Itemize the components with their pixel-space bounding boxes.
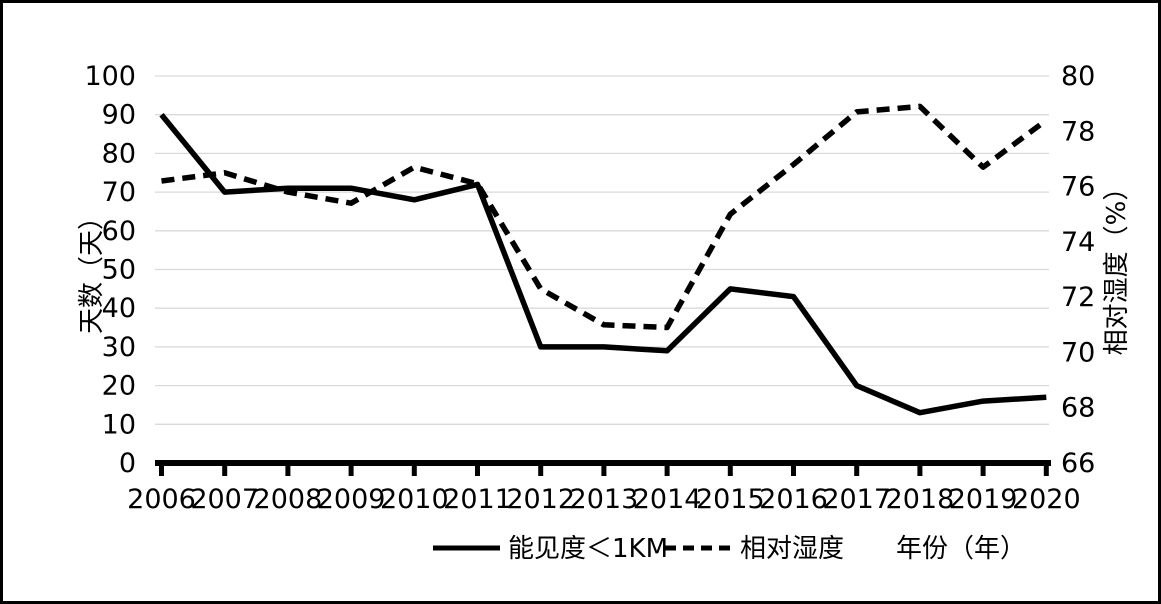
y-left-tick-label: 50	[102, 255, 136, 286]
x-tick-label: 2019	[949, 484, 1018, 515]
legend-label-visibility: 能见度＜1KM	[508, 534, 668, 564]
y-left-tick-label: 90	[102, 100, 136, 131]
x-axis-title: 年份（年）	[896, 534, 1026, 564]
y-right-tick-label: 70	[1061, 337, 1095, 368]
y-right-tick-label: 76	[1061, 172, 1095, 203]
y-left-axis-title: 天数（天）	[77, 204, 107, 334]
x-tick-label: 2011	[443, 484, 512, 515]
y-left-tick-label: 0	[119, 448, 136, 479]
y-left-tick-label: 30	[102, 332, 136, 363]
x-tick-label: 2010	[380, 484, 449, 515]
y-right-tick-label: 78	[1061, 116, 1095, 147]
x-axis	[155, 460, 1051, 476]
y-left-tick-label: 20	[102, 371, 136, 402]
y-right-tick-label: 72	[1061, 282, 1095, 313]
y-right-tick-label: 68	[1061, 393, 1095, 424]
x-tick-label: 2006	[127, 484, 196, 515]
humidity-line	[161, 103, 1048, 331]
y-left-tick-label: 10	[102, 409, 136, 440]
x-tick-label: 2018	[886, 484, 955, 515]
x-tick-label: 2020	[1012, 484, 1081, 515]
x-tick-label: 2014	[633, 484, 702, 515]
y-axis-right-tick-labels: 66 68 70 72 74 76 78 80	[1061, 61, 1095, 479]
visibility-line	[159, 112, 1047, 416]
data-series	[159, 103, 1048, 416]
gridlines	[155, 75, 1049, 425]
y-left-tick-label: 70	[102, 177, 136, 208]
legend-label-humidity: 相对湿度	[740, 534, 844, 564]
x-tick-label: 2008	[254, 484, 323, 515]
y-right-axis-title: 相对湿度（%）	[1102, 175, 1132, 356]
y-right-tick-label: 80	[1061, 61, 1095, 92]
x-tick-label: 2009	[317, 484, 386, 515]
legend: 能见度＜1KM 相对湿度 年份（年）	[433, 534, 1026, 564]
x-axis-tick-labels: 2006200720082009201020112012201320142015…	[127, 484, 1081, 515]
x-tick-label: 2013	[570, 484, 639, 515]
x-tick-label: 2016	[759, 484, 828, 515]
y-axis-left-tick-labels: 0 10 20 30 40 50 60 70 80 90 100	[84, 61, 136, 479]
y-left-tick-label: 100	[84, 61, 136, 92]
y-right-tick-label: 74	[1061, 227, 1095, 258]
x-tick-label: 2007	[190, 484, 259, 515]
y-left-tick-label: 60	[102, 216, 136, 247]
x-tick-label: 2017	[822, 484, 891, 515]
y-right-tick-label: 66	[1061, 448, 1095, 479]
x-tick-label: 2012	[506, 484, 575, 515]
y-left-tick-label: 40	[102, 293, 136, 324]
y-left-tick-label: 80	[102, 138, 136, 169]
x-tick-label: 2015	[696, 484, 765, 515]
